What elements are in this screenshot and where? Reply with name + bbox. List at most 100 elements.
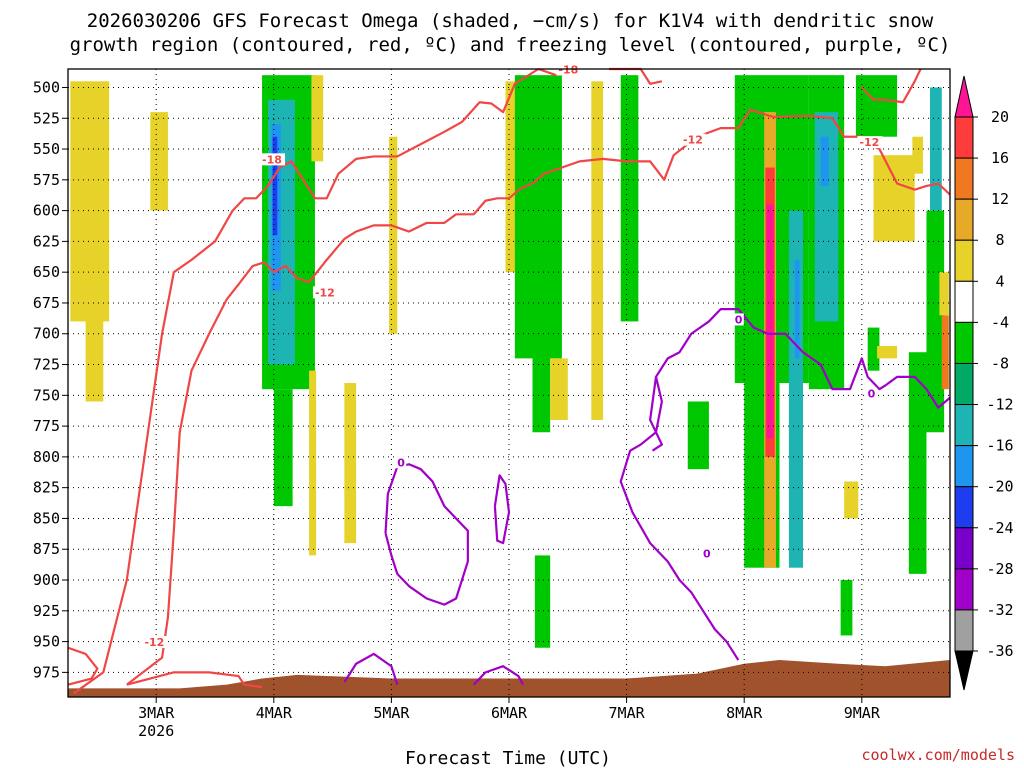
y-tick-label-625: 625 (33, 232, 60, 250)
colorbar-label-4: 4 (995, 272, 1004, 290)
y-tick-label-800: 800 (33, 448, 60, 466)
shade-teal-9mar (930, 87, 942, 211)
colorbar-segment-11 (954, 568, 974, 611)
contour-label-bg-dgz-upper-edge (260, 153, 286, 166)
contour-label-freezing-line-7mar-b: 0 (735, 313, 743, 326)
x-tick-label-3MAR: 3MAR (138, 704, 175, 722)
y-tick-label-675: 675 (33, 294, 60, 312)
contour-freezing-loop-5mar (384, 463, 469, 606)
x-tick-label-9MAR: 9MAR (844, 704, 881, 722)
colorbar-label-9: -20 (986, 478, 1013, 496)
colorbar-label-5: -4 (991, 313, 1009, 331)
colorbar-label-2: 12 (991, 190, 1009, 208)
y-tick-label-975: 975 (33, 663, 60, 681)
chart-title-line2: growth region (contoured, red, ºC) and f… (70, 34, 951, 56)
contour-label-freezing-loop-5mar: 0 (397, 456, 405, 469)
y-tick-label-650: 650 (33, 263, 60, 281)
shade-magenta-8mar (766, 204, 774, 439)
colorbar-label-6: -8 (991, 354, 1009, 372)
colorbar-segment-5 (954, 321, 974, 364)
x-tick-label-6MAR: 6MAR (491, 704, 528, 722)
terrain-layer (68, 660, 950, 697)
x-axis-label: Forecast Time (UTC) (405, 748, 611, 768)
terrain-fill (68, 660, 950, 697)
colorbar-segment-4 (954, 280, 974, 323)
colorbar-label-3: 8 (995, 231, 1004, 249)
shade-green-6mar-low (534, 555, 551, 648)
colorbar-label-0: 20 (991, 108, 1009, 126)
shade-green-9mar (855, 75, 898, 137)
colorbar-segment-7 (954, 404, 974, 447)
colorbar-label-10: -24 (986, 519, 1013, 537)
y-tick-label-825: 825 (33, 479, 60, 497)
shade-yellow-4mar-low (309, 370, 317, 556)
shade-yellow-6mar-2 (550, 358, 568, 420)
x-tick-label-8MAR: 8MAR (726, 704, 763, 722)
x-tick-sublabel-3MAR: 2026 (138, 722, 174, 740)
colorbar-label-11: -28 (986, 560, 1013, 578)
y-tick-label-600: 600 (33, 202, 60, 220)
y-tick-label-875: 875 (33, 540, 60, 558)
colorbar-segment-9 (954, 486, 974, 529)
shade-green-6mar-2 (532, 333, 551, 433)
y-tick-label-750: 750 (33, 386, 60, 404)
contour-label-dgz-12c-right: -12 (683, 134, 703, 147)
colorbar-top-triangle (954, 75, 974, 118)
y-tick-label-850: 850 (33, 509, 60, 527)
contour-dgz-upper-edge (73, 68, 539, 695)
shade-blue-8mar (794, 259, 800, 359)
contour-label-dgz-lower-edge: -12 (315, 286, 335, 299)
contour-freezing-bottom-6mar (472, 665, 525, 686)
shade-green-6mar (514, 75, 562, 359)
y-tick-label-500: 500 (33, 78, 60, 96)
colorbar-segment-10 (954, 527, 974, 570)
contour-label-dgz-upper-edge-2: -18 (558, 63, 578, 76)
omega-shading-layer (70, 75, 949, 648)
x-tick-label-5MAR: 5MAR (373, 704, 410, 722)
pressure-axis: 500 525 550 575 600 625 650 675 700 725 750 775 800 8… (33, 78, 68, 681)
shade-yellow-3mar (150, 112, 168, 211)
y-tick-label-775: 775 (33, 417, 60, 435)
colorbar-segment-12 (954, 609, 974, 652)
y-tick-label-900: 900 (33, 571, 60, 589)
y-tick-label-925: 925 (33, 602, 60, 620)
shade-yellow-9mar-3 (877, 346, 898, 359)
shade-yellow-4mar (311, 75, 324, 162)
shade-yellow-9mar-4 (939, 272, 949, 316)
y-tick-label-950: 950 (33, 633, 60, 651)
colorbar-segment-0 (954, 116, 974, 159)
chart-title-line1: 2026030206 GFS Forecast Omega (shaded, −… (87, 10, 934, 32)
contour-freezing-bottom-5mar (343, 652, 399, 686)
shade-orange-9mar (941, 315, 949, 390)
x-tick-label-4MAR: 4MAR (256, 704, 293, 722)
contour-label-bg-freezing-loop-5mar (395, 456, 407, 469)
y-tick-label-700: 700 (33, 325, 60, 343)
y-tick-label-725: 725 (33, 356, 60, 374)
shade-indigo-4mar (272, 136, 278, 236)
shade-green-9mar-2 (840, 580, 853, 636)
contour-label-bg-freezing-line-9mar-label (865, 387, 877, 400)
shade-early-yellow-2 (85, 259, 104, 402)
x-tick-label-7MAR: 7MAR (609, 704, 646, 722)
contour-label-bg-dgz-12c-right (681, 133, 707, 146)
y-tick-label-550: 550 (33, 140, 60, 158)
colorbar-segment-8 (954, 445, 974, 488)
colorbar-bottom-triangle (954, 650, 974, 691)
contour-label-dgz-low-left: -12 (144, 636, 164, 649)
shade-blue-8mar-2 (820, 136, 829, 186)
dotted-grid (68, 69, 950, 697)
shade-green-7mar (620, 75, 639, 322)
contour-label-bg-freezing-line-7mar (701, 547, 713, 560)
shade-yellow-9mar (873, 155, 915, 242)
contour-layer: -18 -18 -12 -12 -12 -12 0 0 0 0 (67, 63, 951, 695)
shade-yellow-4mar-low-2 (344, 383, 357, 544)
shade-green-4mar-low (273, 389, 293, 507)
contour-freezing-line-7mar (619, 308, 951, 661)
colorbar-label-8: -16 (986, 437, 1013, 455)
credit-text: coolwx.com/models (861, 746, 1015, 764)
y-tick-label-525: 525 (33, 109, 60, 127)
colorbar-segment-2 (954, 198, 974, 241)
colorbar-label-7: -12 (986, 396, 1013, 414)
colorbar-segment-3 (954, 239, 974, 282)
contour-dgz-12c-label-3 (861, 68, 922, 104)
